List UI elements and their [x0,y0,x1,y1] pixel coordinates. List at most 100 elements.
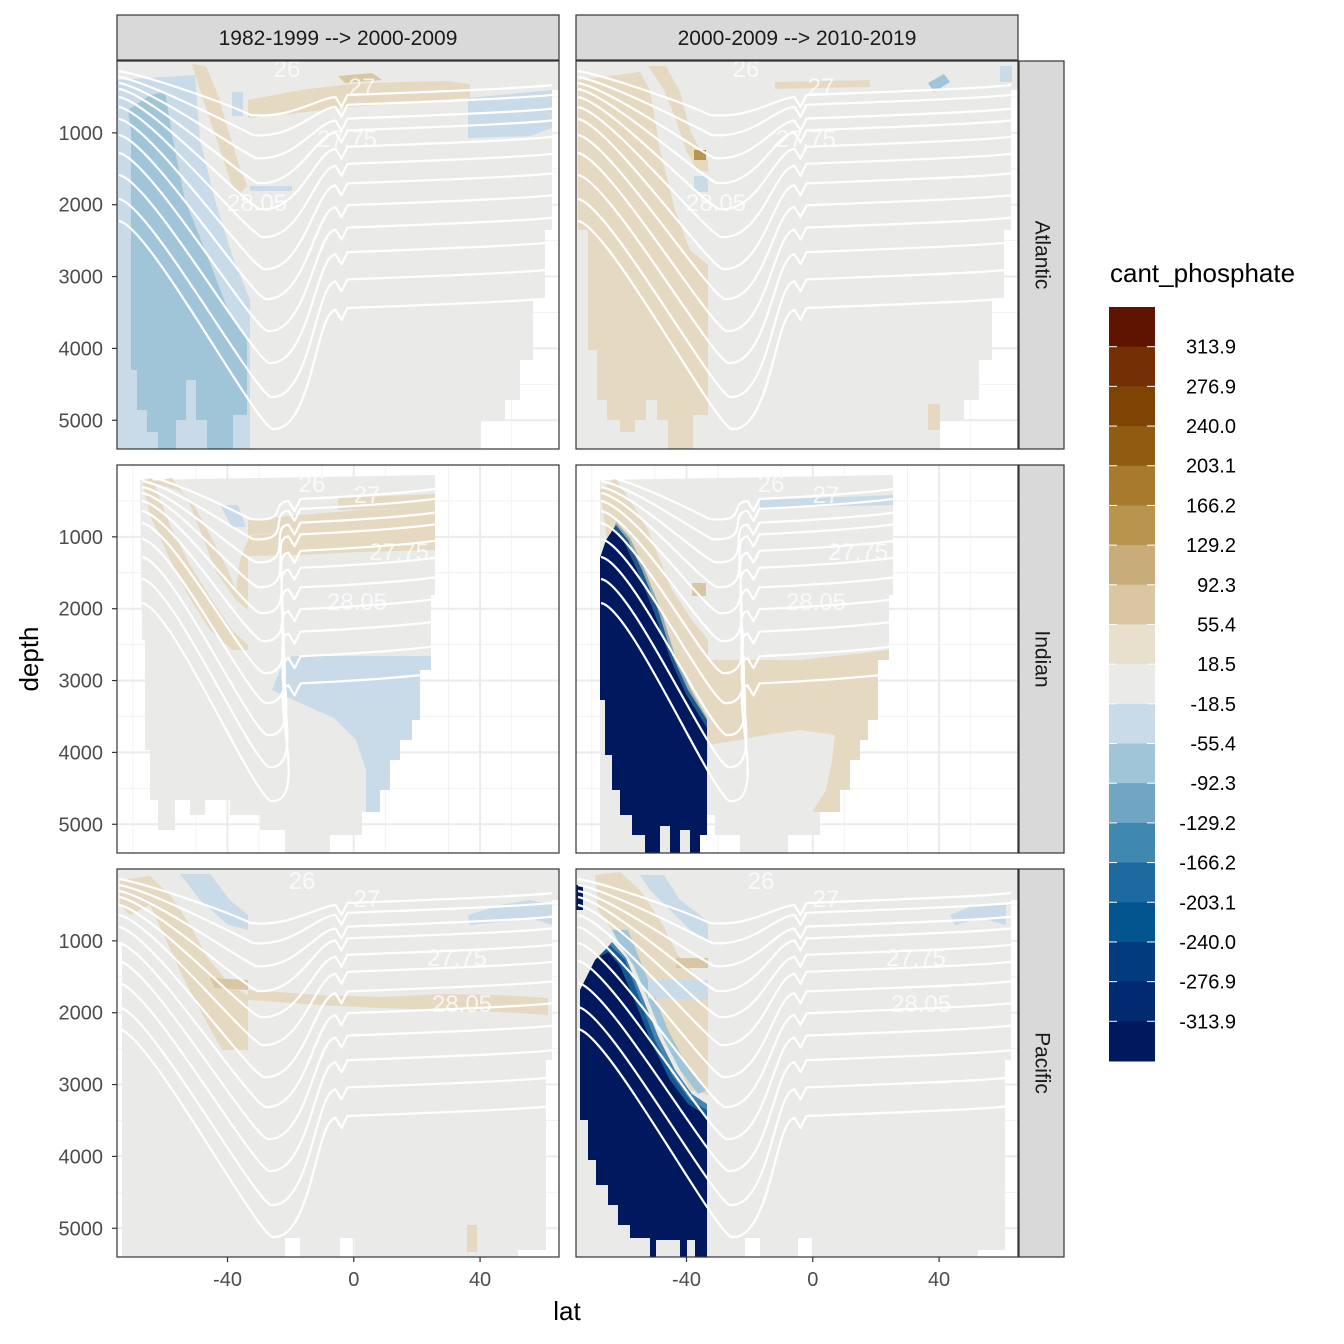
contour-label: 27 [349,74,376,101]
blue-edge [598,942,707,1116]
density-contour-line [577,1005,1012,1207]
density-contour-line [141,537,436,705]
y-tick-label: 4000 [59,1146,104,1168]
legend-color-step [1109,584,1155,625]
density-contour-line [577,151,1012,333]
panel-indian-col1 [140,475,435,853]
density-contours: 26 27 27.75 28.05 [118,869,553,1239]
tan-zone [578,72,708,449]
density-contour-line [141,473,436,521]
density-contour-line [577,173,1012,365]
y-tick-label: 1000 [59,931,104,953]
density-contours: 26 27 27.75 28.05 [577,869,1012,1239]
density-contour-line [577,941,1012,1109]
tan-band [120,876,248,1050]
tan-band [142,478,248,650]
density-contour-line [600,537,895,705]
contour-label: 28.05 [891,991,951,1018]
tan-band [150,478,435,610]
density-contour-line [577,959,1012,1141]
contour-label: 26 [274,56,301,83]
density-contour-line [577,1027,1012,1239]
density-contour-line [118,219,553,431]
legend-title: cant_phosphate [1110,258,1295,288]
y-tick-label: 2000 [59,599,104,621]
panel-atlantic-col2 [576,61,1018,449]
density-contours: 26 27 27.75 28.05 [141,471,436,803]
light-blue-zone [250,186,292,191]
legend-color-step [1109,902,1155,943]
density-contour-line [577,877,1012,925]
y-tick-label: 3000 [59,671,104,693]
density-contours: 26 27 27.75 28.05 [577,61,1012,431]
density-contour-line [118,941,553,1109]
row-strip [1018,868,1065,1258]
density-contour-line [118,87,553,185]
legend-label: -276.9 [1179,972,1236,994]
tan-band [210,978,248,990]
contour-label: 28.05 [786,589,846,616]
contour-label: 26 [299,471,326,498]
light-blue-zone [272,656,431,812]
density-contour-line [577,133,1012,301]
column-strip [575,14,1019,61]
row-strip [1018,464,1065,854]
contour-label: 27 [813,482,840,509]
density-contour-line [600,577,895,769]
y-tick-label: 3000 [59,267,104,289]
density-contour-line [600,601,895,803]
density-contour-line [141,555,436,737]
legend-label: 240.0 [1186,416,1236,438]
density-contour-line [600,479,895,541]
density-contour-line [141,479,436,541]
contour-label: 28.05 [686,190,746,217]
density-contour-line [577,925,1012,1079]
panel-border [575,868,1019,1258]
y-tick-label: 2000 [59,1003,104,1025]
density-contour-line [577,903,1012,1019]
light-blue-zone [1000,66,1012,82]
blue-zone [128,92,247,449]
density-contour-line [577,87,1012,185]
x-tick-label: 0 [807,1269,818,1291]
legend-label: -18.5 [1190,694,1236,716]
legend-color-step [1109,1021,1155,1062]
navy-zone [580,945,707,1257]
density-contour-line [577,95,1012,211]
density-contour-line [118,69,553,117]
density-contour-line [118,95,553,211]
light-blue-zone [760,495,893,508]
panel-border [116,868,560,1258]
y-tick-label: 1000 [59,123,104,145]
density-contours: 26 27 27.75 28.05 [118,56,553,431]
density-contour-line [577,197,1012,399]
legend-color-step [1109,941,1155,983]
contour-label: 27 [813,886,840,913]
contour-label: 28.05 [227,190,287,217]
y-tick-label: 4000 [59,338,104,360]
contour-label: 27.75 [886,945,946,972]
y-tick-label: 5000 [59,814,104,836]
density-contour-line [600,485,895,564]
density-contour-line [577,105,1012,239]
density-contour-line [600,555,895,737]
legend-color-step [1109,743,1155,784]
legend-color-step [1109,426,1155,467]
column-strip [116,14,560,61]
density-contour-line [118,1005,553,1207]
density-contour-line [118,75,553,137]
y-axis-title: depth [14,626,44,691]
panel-border [575,60,1019,450]
blue-edge [614,522,707,728]
legend-label: -92.3 [1190,773,1236,795]
contour-label: 27.75 [427,945,487,972]
density-contour-line [577,883,1012,945]
density-contour-line [577,69,1012,117]
tan-zone [928,404,940,430]
y-tick-label: 5000 [59,1218,104,1240]
row-strip [1018,60,1065,450]
light-blue-zone [694,176,708,192]
density-contour-line [118,877,553,925]
tan-band [248,81,470,118]
